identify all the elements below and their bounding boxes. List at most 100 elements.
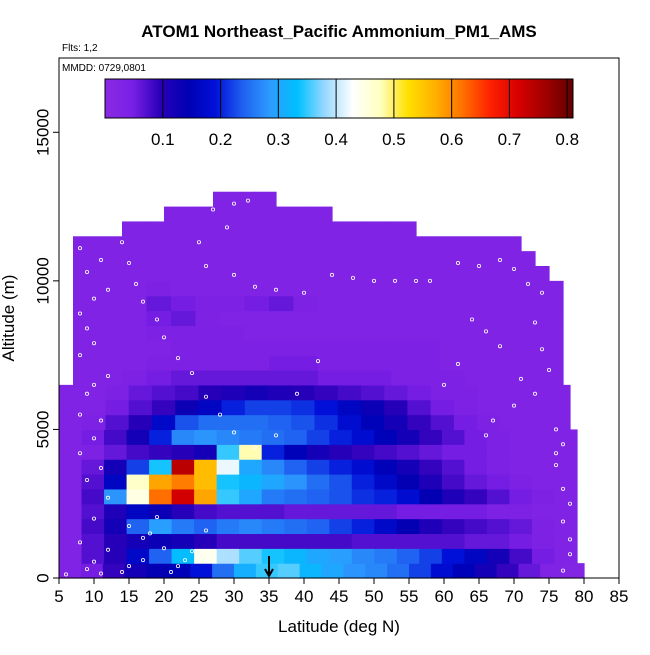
heatmap-cell (381, 266, 410, 282)
sample-point (540, 290, 545, 295)
heatmap-cell (407, 414, 432, 431)
heatmap-cell (171, 503, 195, 520)
sample-point (231, 272, 236, 277)
heatmap-cell (440, 325, 466, 341)
heatmap-cell (239, 518, 263, 535)
heatmap-cell (465, 355, 491, 371)
heatmap-cell (325, 236, 354, 252)
heatmap-cell (509, 548, 533, 564)
heatmap-cell (486, 444, 511, 460)
heatmap-cell (192, 206, 221, 223)
heatmap-cell (514, 295, 540, 312)
sample-point (231, 430, 236, 435)
heatmap-cell (486, 474, 511, 490)
heatmap-cell (194, 488, 218, 505)
sample-point (217, 412, 222, 417)
heatmap-cell (122, 280, 148, 297)
heatmap-cell (261, 429, 285, 445)
heatmap-cell (430, 399, 455, 416)
heatmap-cell (59, 503, 83, 520)
sample-point (547, 367, 552, 372)
heatmap-cell (81, 518, 105, 535)
heatmap-cell (329, 488, 353, 505)
heatmap-cell (441, 533, 465, 549)
heatmap-cell (514, 340, 540, 356)
heatmap-cell (293, 280, 319, 297)
heatmap-cell (244, 310, 270, 327)
sample-point (554, 427, 559, 432)
heatmap-cell (521, 266, 550, 282)
heatmap-cell (82, 399, 107, 416)
heatmap-cell (531, 503, 556, 520)
heatmap-cell (464, 488, 488, 505)
heatmap-cell (122, 325, 148, 341)
sample-point (483, 433, 488, 438)
sample-point (175, 356, 180, 361)
heatmap-cell (102, 563, 126, 579)
colorbar-tick-label: 0.1 (151, 130, 175, 149)
heatmap-cell (97, 325, 123, 341)
x-tick-label: 55 (400, 587, 419, 606)
heatmap-cell (514, 325, 540, 341)
heatmap-cell (269, 280, 295, 297)
heatmap-cell (531, 459, 556, 475)
heatmap-cell (146, 370, 172, 386)
heatmap-cell (430, 563, 454, 579)
heatmap-cell (496, 563, 519, 579)
heatmap-cell (477, 251, 507, 267)
colorbar-ticks: 0.1 0.2 0.3 0.4 0.5 0.6 0.7 0.8 (151, 79, 579, 149)
heatmap-cell (148, 221, 177, 237)
dates-subtitle: MMDD: 0729,0801 (62, 63, 146, 74)
heatmap-cell (122, 221, 150, 237)
heatmap-cell (104, 548, 128, 564)
heatmap-cell (437, 266, 466, 282)
heatmap-cell (465, 295, 491, 312)
sample-point (78, 540, 83, 545)
heatmap-cell (128, 414, 153, 431)
heatmap-cell (554, 503, 578, 520)
heatmap-cell (221, 399, 246, 416)
heatmap-cell (419, 488, 443, 505)
heatmap-cell (149, 533, 173, 549)
sample-point (455, 261, 460, 266)
heatmap-cell (276, 206, 305, 223)
heatmap-cell (538, 280, 564, 297)
heatmap-cell (129, 266, 158, 282)
sample-point (413, 278, 418, 283)
heatmap-cell (396, 474, 420, 490)
heatmap-cell (255, 191, 277, 208)
heatmap-cell (198, 399, 223, 416)
heatmap-cell (390, 251, 421, 267)
heatmap-cell (104, 459, 128, 475)
heatmap-cell (396, 429, 420, 445)
heatmap-cell (465, 280, 491, 297)
heatmap-cell (465, 325, 491, 341)
sample-point (64, 572, 69, 577)
heatmap-cell (97, 355, 123, 371)
sample-point (519, 376, 524, 381)
heatmap-cell (367, 280, 393, 297)
heatmap-cell (489, 355, 515, 371)
heatmap-cell (465, 340, 491, 356)
sample-point (568, 501, 573, 506)
x-tick-label: 85 (610, 587, 629, 606)
sample-point (329, 272, 334, 277)
sample-point (154, 515, 159, 520)
heatmap-cell (171, 325, 197, 341)
heatmap-cell (464, 503, 488, 520)
heatmap-cell (146, 325, 172, 341)
heatmap-cell (342, 280, 368, 297)
heatmap-cell (59, 384, 83, 401)
heatmap-cell (146, 563, 169, 579)
heatmap-cell (440, 370, 466, 386)
heatmap-cell (239, 533, 263, 549)
heatmap-cell (297, 236, 326, 252)
sample-point (140, 535, 145, 540)
heatmap-cell (269, 355, 295, 371)
heatmap-cell (151, 414, 176, 431)
heatmap-cell (261, 518, 285, 535)
heatmap-cell (452, 563, 476, 579)
heatmap-cell (239, 444, 263, 460)
sample-point (497, 258, 502, 263)
